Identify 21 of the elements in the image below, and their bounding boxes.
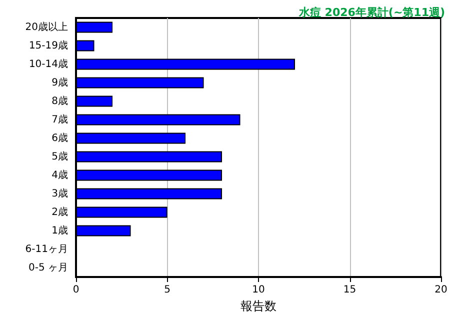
y-tick-label: 6歳 <box>52 132 68 144</box>
y-tick-label: 7歳 <box>52 113 68 126</box>
x-tick-label: 20 <box>434 284 448 296</box>
x-tick-label: 5 <box>164 284 170 296</box>
y-tick-label: 2歳 <box>52 206 68 218</box>
y-tick-label: 5歳 <box>52 150 68 162</box>
y-tick-label: 10-14歳 <box>28 58 68 70</box>
y-tick-label: 15-19歳 <box>28 39 68 52</box>
y-tick-label: 1歳 <box>52 224 68 236</box>
y-tick-label: 0-5 ヶ月 <box>28 262 68 274</box>
y-tick-label: 3歳 <box>52 187 68 200</box>
x-tick-label: 10 <box>252 284 265 296</box>
x-tick-label: 15 <box>343 284 356 296</box>
y-tick-label: 20歳以上 <box>25 20 68 33</box>
chart-title: 水痘 2026年累計(~第11週) <box>298 6 446 19</box>
y-tick-label: 9歳 <box>52 76 68 88</box>
y-tick-label: 4歳 <box>52 168 68 181</box>
x-tick-label: 0 <box>72 284 80 296</box>
y-tick-label: 6-11ヶ月 <box>25 244 68 255</box>
x-axis-title: 報告数 <box>240 298 276 313</box>
y-tick-label: 8歳 <box>52 94 68 107</box>
